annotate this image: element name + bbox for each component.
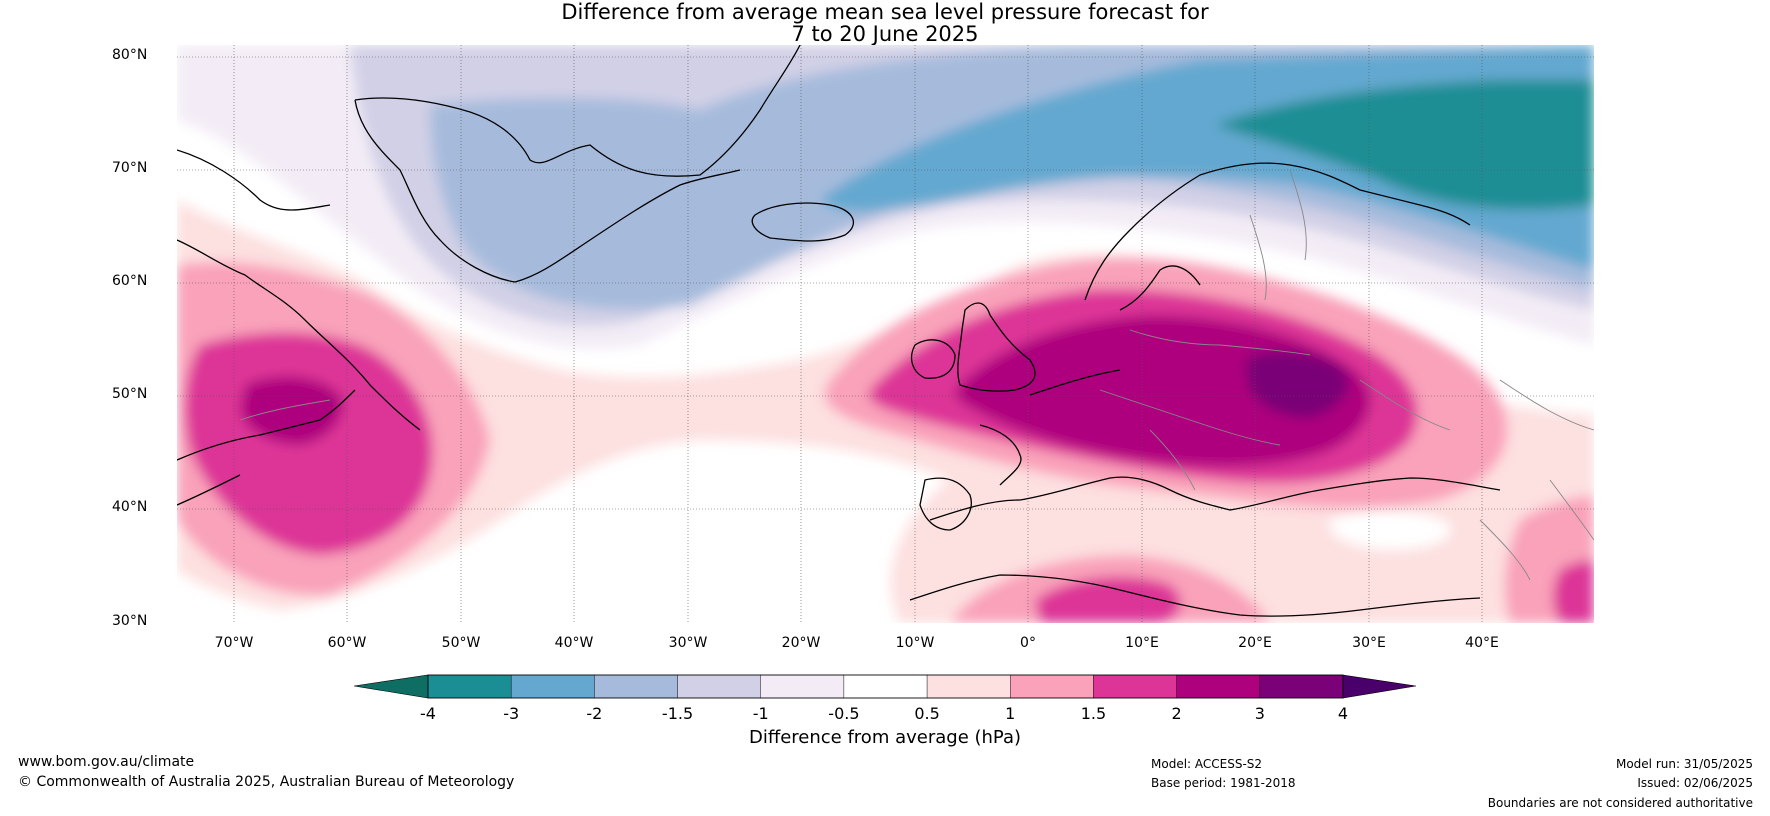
lon-label-40e: 40°E — [1465, 635, 1499, 651]
colorbar-box-6 — [926, 674, 1011, 699]
lon-label-30e: 30°E — [1352, 635, 1386, 651]
lat-label-50n: 50°N — [112, 386, 148, 402]
lon-label-10e: 10°E — [1125, 635, 1159, 651]
iberia-coast — [919, 477, 972, 531]
anomaly-pos-0.5-white-med — [1329, 510, 1451, 550]
colorbar-under-arrow — [353, 674, 429, 699]
europe-coast — [929, 369, 1501, 521]
colorbar-box-10 — [1259, 674, 1344, 699]
anomaly-pos-1.5-east — [1553, 560, 1594, 623]
lon-label-20e: 20°E — [1238, 635, 1272, 651]
footer-base-period: Base period: 1981-2018 — [1151, 776, 1296, 790]
footer-issued: Issued: 02/06/2025 — [1637, 776, 1753, 790]
lat-label-30n: 30°N — [112, 613, 148, 629]
lon-label-70w: 70°W — [214, 635, 254, 651]
lat-label-80n: 80°N — [112, 47, 148, 63]
colorbar-tick-label: 3 — [1254, 704, 1265, 723]
lon-label-20w: 20°W — [781, 635, 821, 651]
colorbar-tick-label: 1 — [1005, 704, 1016, 723]
anomaly-pos-3-europe — [1245, 351, 1349, 418]
lon-label-30w: 30°W — [668, 635, 708, 651]
colorbar-box-2 — [594, 674, 678, 699]
colorbar-over-arrow — [1342, 674, 1417, 699]
colorbar-box-4 — [760, 674, 845, 699]
lon-label-0: 0° — [1020, 635, 1036, 651]
colorbar-box-5 — [843, 674, 928, 699]
lat-label-60n: 60°N — [112, 273, 148, 289]
title-line-2: 7 to 20 June 2025 — [791, 22, 979, 46]
colorbar — [353, 674, 1417, 699]
graticule — [177, 45, 1594, 623]
footer-model: Model: ACCESS-S2 — [1151, 757, 1263, 771]
coastlines — [177, 45, 1501, 617]
footer-website[interactable]: www.bom.gov.au/climate — [18, 754, 195, 770]
colorbar-tick-label: 4 — [1337, 704, 1349, 723]
anomaly-pos-1.5-africa — [1035, 576, 1181, 623]
colorbar-tick-label: -3 — [503, 704, 520, 723]
colorbar-box-3 — [677, 674, 761, 699]
colorbar-tick-label: -4 — [420, 704, 436, 723]
lon-label-10w: 10°W — [895, 635, 935, 651]
lat-label-70n: 70°N — [112, 160, 148, 176]
lat-label-40n: 40°N — [112, 499, 148, 515]
colorbar-tick-label: 1.5 — [1080, 704, 1107, 723]
colorbar-box-7 — [1010, 674, 1094, 699]
africa-coast — [909, 574, 1481, 617]
colorbar-box-9 — [1176, 674, 1261, 699]
anomaly-neg-3 — [1215, 80, 1594, 210]
colorbar-label: Difference from average (hPa) — [748, 727, 1022, 748]
pressure-anomaly-field — [177, 45, 1594, 623]
colorbar-tick-label: -1.5 — [661, 704, 694, 723]
footer-model-run: Model run: 31/05/2025 — [1615, 757, 1753, 771]
scandinavia-coast — [1084, 162, 1471, 311]
colorbar-tick-label: 2 — [1171, 704, 1182, 723]
iceland-coast — [751, 202, 855, 242]
maritimes-coast — [177, 389, 356, 506]
footer-copyright: © Commonwealth of Australia 2025, Austra… — [18, 774, 515, 790]
britain-coast — [957, 302, 1036, 392]
baffin-coast — [177, 149, 421, 431]
anomaly-pos-2-west — [240, 376, 343, 445]
footer-disclaimer: Boundaries are not considered authoritat… — [1487, 796, 1753, 810]
lon-label-60w: 60°W — [327, 635, 367, 651]
colorbar-box-8 — [1093, 674, 1177, 699]
lon-label-40w: 40°W — [554, 635, 594, 651]
colorbar-tick-label: 0.5 — [914, 704, 940, 723]
greenland-coast — [354, 45, 801, 283]
ireland-coast — [911, 339, 956, 379]
colorbar-box-1 — [510, 674, 595, 699]
country-boundaries — [239, 169, 1594, 581]
colorbar-box-0 — [427, 674, 512, 699]
colorbar-tick-label: -1 — [752, 704, 769, 723]
colorbar-tick-label: -2 — [586, 704, 603, 723]
colorbar-tick-label: -0.5 — [828, 704, 860, 723]
title-line-1: Difference from average mean sea level p… — [561, 0, 1209, 24]
lon-label-50w: 50°W — [441, 635, 481, 651]
